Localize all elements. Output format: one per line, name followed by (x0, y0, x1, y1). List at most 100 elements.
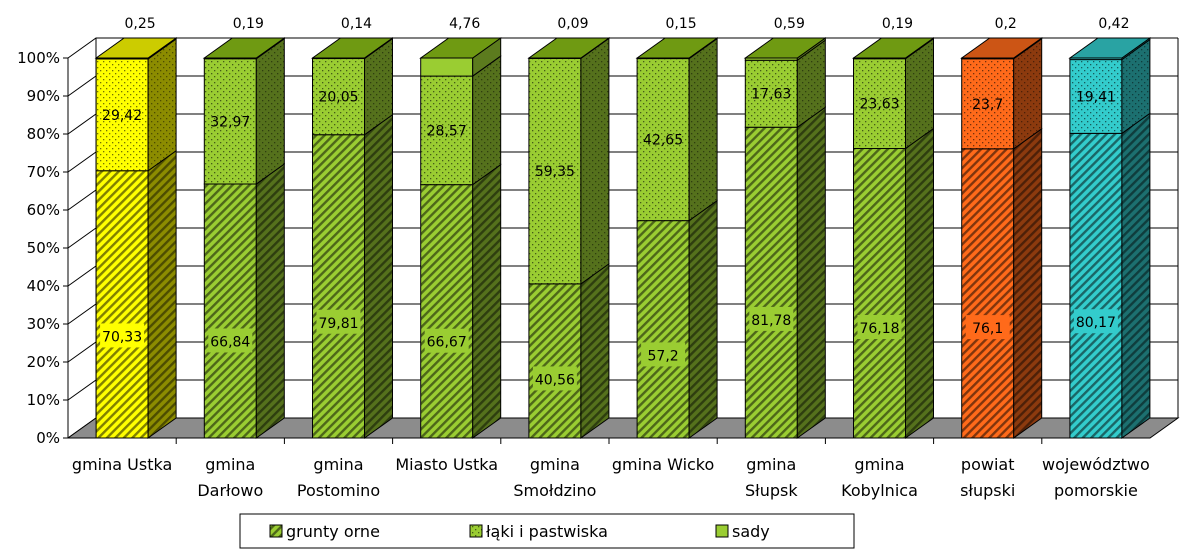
bar-side (796, 106, 826, 439)
bar-segment (1069, 112, 1151, 439)
bar-front (636, 58, 690, 222)
bar-front (636, 220, 690, 439)
data-label: 76,1 (972, 321, 1003, 337)
x-tick-label: Smołdzino (513, 481, 596, 500)
data-label-bg (424, 328, 469, 353)
bar-segment (203, 163, 285, 439)
legend-swatch (469, 524, 483, 538)
bar-front (961, 148, 1015, 439)
data-label: 20,05 (318, 90, 358, 106)
data-label: 66,84 (210, 334, 250, 350)
data-label-bg (208, 328, 253, 353)
y-tick-label: 50% (27, 239, 60, 257)
bar-side (255, 163, 285, 439)
data-label: 19,41 (1076, 89, 1116, 105)
data-label: 66,67 (427, 335, 467, 351)
x-tick-label: gmina Ustka (72, 455, 172, 474)
bar-front (420, 75, 474, 186)
bar-front (420, 57, 474, 77)
bar-top (419, 37, 503, 59)
legend-layer: grunty orne łąki i pastwiska sady (239, 513, 855, 549)
bar-side (472, 163, 502, 439)
bar-top (310, 37, 395, 59)
bar-side (688, 199, 718, 439)
bar-front (312, 134, 365, 439)
bar-top (960, 37, 1044, 59)
data-label: 29,42 (102, 108, 142, 124)
bar-segment (312, 113, 393, 439)
bar-side (688, 37, 718, 222)
bar-front (744, 126, 798, 439)
legend-label: grunty orne (286, 522, 380, 541)
data-label-bg (532, 366, 577, 391)
data-label: 0,2 (995, 16, 1017, 32)
y-tick-label: 0% (36, 429, 60, 447)
y-tick-label: 90% (27, 87, 60, 105)
x-tick-label: województwo (1042, 455, 1150, 474)
bar-segment (95, 149, 177, 439)
bar-front (961, 58, 1015, 150)
bar-segment (420, 163, 502, 439)
bar-top (743, 37, 827, 59)
bar-segment (528, 262, 610, 439)
bars-layer (94, 37, 1152, 439)
bar-front (312, 58, 365, 136)
bar-side (1013, 127, 1043, 439)
bar-side (255, 37, 285, 185)
bar-side (147, 37, 177, 172)
bar-front (853, 148, 906, 439)
data-label: 4,76 (449, 16, 480, 32)
bar-segment (203, 37, 285, 185)
data-label: 81,78 (751, 313, 791, 329)
bar-segment (853, 37, 934, 150)
y-tick-label: 70% (27, 163, 60, 181)
data-label-bg (1073, 309, 1118, 334)
bar-segment (961, 127, 1043, 439)
bar-side (147, 149, 177, 439)
data-label-bg (965, 315, 1010, 340)
bar-segment (312, 37, 393, 136)
y-tick-label: 40% (27, 277, 60, 295)
bar-front (95, 58, 149, 172)
bar-segment (744, 106, 826, 439)
legend-label: łąki i pastwiska (486, 522, 608, 541)
data-label: 0,42 (1098, 16, 1129, 32)
data-label: 0,14 (341, 16, 372, 32)
bar-top (527, 37, 611, 59)
bar-front (528, 57, 582, 285)
data-label: 23,63 (859, 97, 899, 113)
y-tick-label: 80% (27, 125, 60, 143)
x-tick-label: pomorskie (1054, 481, 1138, 500)
bar-top (851, 37, 936, 59)
data-label: 0,19 (233, 16, 264, 32)
data-label: 0,59 (774, 16, 805, 32)
data-label-bg (857, 314, 902, 339)
bar-segment (636, 199, 718, 439)
x-tick-label: gmina (530, 455, 580, 474)
bar-top (202, 37, 286, 59)
data-label: 0,15 (666, 16, 697, 32)
bar-segment (853, 127, 934, 439)
y-tick-label: 20% (27, 353, 60, 371)
y-tick-label: 30% (27, 315, 60, 333)
data-label: 32,97 (210, 114, 250, 130)
bar-segment (95, 37, 177, 172)
data-label: 76,18 (859, 321, 899, 337)
data-label: 80,17 (1076, 315, 1116, 331)
labels-layer: 70,33 29,42 0,25 66,84 32,97 0,19 79,81 20,05 0,… (100, 16, 1129, 391)
x-tick-label: Miasto Ustka (395, 455, 498, 474)
data-label: 42,65 (643, 133, 683, 149)
x-tick-label: gmina (854, 455, 904, 474)
bar-segment (636, 37, 718, 222)
bar-side (1121, 112, 1151, 439)
data-label: 0,19 (882, 16, 913, 32)
x-tick-label: gmina Wicko (612, 455, 714, 474)
bar-front (420, 184, 474, 439)
legend-box (239, 513, 855, 549)
bar-side (364, 113, 393, 439)
bar-front (528, 283, 582, 439)
legend-swatch (715, 524, 729, 538)
data-label-bg (100, 323, 145, 348)
bar-front (744, 59, 798, 128)
bar-front (95, 170, 149, 439)
